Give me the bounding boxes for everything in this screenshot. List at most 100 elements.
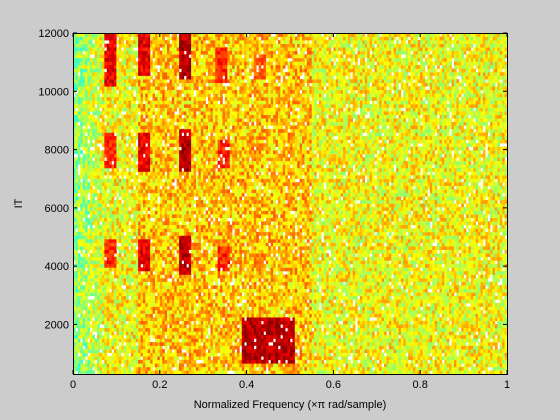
heatmap-cell <box>154 242 158 247</box>
heatmap-cell <box>188 324 192 329</box>
heatmap-cell <box>159 86 163 91</box>
heatmap-cell <box>85 342 88 346</box>
heatmap-cell <box>203 36 206 41</box>
heatmap-cell <box>198 118 202 123</box>
heatmap-cell <box>159 349 163 353</box>
heatmap-cell <box>123 295 127 300</box>
heatmap-cell <box>169 203 173 208</box>
heatmap-cell <box>198 288 202 293</box>
heatmap-cell <box>116 203 120 208</box>
heatmap-cell <box>195 331 199 336</box>
heatmap-cell <box>176 270 180 275</box>
heatmap-cell <box>99 366 103 371</box>
heatmap-cell <box>152 43 156 48</box>
heatmap-cell <box>97 64 100 69</box>
heatmap-cell <box>113 79 117 84</box>
heatmap-cell <box>87 107 91 112</box>
heatmap-cell <box>150 61 153 66</box>
heatmap-cell <box>193 242 197 247</box>
heatmap-cell <box>113 203 117 208</box>
heatmap-cell <box>126 278 129 282</box>
heatmap-cell <box>121 182 124 187</box>
heatmap-cell <box>205 171 209 176</box>
heatmap-cell <box>193 253 197 258</box>
heatmap-cell <box>181 157 185 162</box>
heatmap-cell <box>138 93 141 98</box>
heatmap-cell <box>198 93 202 98</box>
heatmap-cell <box>82 72 86 76</box>
heatmap-cell <box>164 363 168 368</box>
heatmap-cell <box>123 228 127 233</box>
heatmap-cell <box>142 370 146 375</box>
heatmap-cell <box>140 189 144 194</box>
heatmap-cell <box>133 150 136 155</box>
heatmap-cell <box>121 342 124 346</box>
heatmap-cell <box>85 100 88 105</box>
heatmap-cell <box>145 363 149 368</box>
heatmap-cell <box>87 203 91 208</box>
heatmap-cell <box>159 363 163 368</box>
heatmap-cell <box>80 107 83 112</box>
heatmap-cell <box>87 86 91 91</box>
heatmap-cell <box>186 239 190 243</box>
heatmap-cell <box>174 352 177 357</box>
heatmap-cell <box>181 285 185 290</box>
heatmap-cell <box>89 107 93 112</box>
heatmap-cell <box>183 228 187 233</box>
heatmap-cell <box>101 72 105 76</box>
heatmap-cell <box>198 121 202 126</box>
heatmap-cell <box>167 178 170 183</box>
heatmap-cell <box>109 111 112 115</box>
heatmap-cell <box>154 150 158 155</box>
heatmap-cell <box>191 57 194 62</box>
heatmap-cell <box>142 228 146 233</box>
heatmap-cell <box>140 50 144 55</box>
heatmap-cell <box>123 281 127 286</box>
heatmap-cell <box>176 79 180 84</box>
heatmap-cell <box>106 278 110 282</box>
heatmap-cell <box>89 246 93 250</box>
heatmap-cell <box>159 40 163 44</box>
heatmap-cell <box>176 57 180 62</box>
heatmap-cell <box>75 93 79 98</box>
heatmap-cell <box>154 260 158 265</box>
heatmap-cell <box>121 68 124 73</box>
heatmap-cell <box>113 267 117 272</box>
heatmap-cell <box>104 288 108 293</box>
heatmap-cell <box>198 317 202 322</box>
heatmap-cell <box>89 36 93 41</box>
heatmap-cell <box>77 61 81 66</box>
heatmap-cell <box>188 160 192 165</box>
heatmap-cell <box>138 267 141 272</box>
heatmap-cell <box>188 349 192 353</box>
heatmap-cell <box>183 100 187 105</box>
heatmap-cell <box>171 79 175 84</box>
heatmap-cell <box>188 235 192 240</box>
heatmap-cell <box>147 189 151 194</box>
heatmap-cell <box>198 356 202 361</box>
heatmap-cell <box>99 210 103 215</box>
heatmap-cell <box>97 228 100 233</box>
heatmap-cell <box>200 242 204 247</box>
heatmap-cell <box>195 292 199 297</box>
heatmap-cell <box>94 96 98 101</box>
heatmap-cell <box>87 242 91 247</box>
heatmap-cell <box>123 72 127 76</box>
heatmap-cell <box>138 86 141 91</box>
heatmap-cell <box>145 207 149 211</box>
heatmap-cell <box>106 359 110 364</box>
heatmap-cell <box>89 72 93 76</box>
heatmap-cell <box>73 281 76 286</box>
heatmap-cell <box>116 342 120 346</box>
heatmap-cell <box>147 356 151 361</box>
heatmap-cell <box>140 352 144 357</box>
heatmap-cell <box>109 189 112 194</box>
heatmap-cell <box>99 72 103 76</box>
heatmap-cell <box>183 370 187 375</box>
heatmap-cell <box>82 40 86 44</box>
heatmap-cell <box>179 366 182 371</box>
heatmap-cell <box>152 118 156 123</box>
heatmap-cell <box>164 189 168 194</box>
heatmap-cell <box>167 320 170 325</box>
heatmap-cell <box>89 143 93 147</box>
